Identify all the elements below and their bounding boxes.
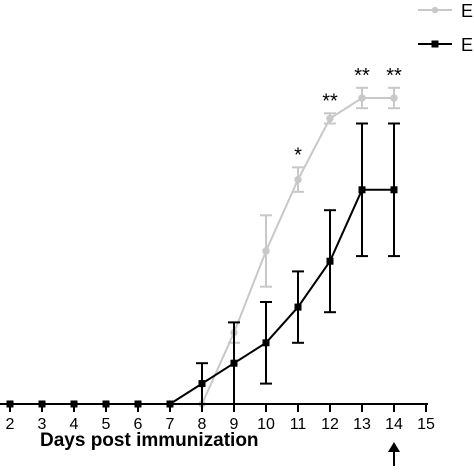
- data-point: [262, 247, 270, 255]
- x-tick-label: 9: [230, 416, 239, 433]
- x-tick-label: 10: [257, 416, 275, 433]
- x-tick-label: 12: [321, 416, 339, 433]
- data-point: [294, 175, 302, 184]
- data-point: [326, 114, 334, 123]
- x-axis-title: Days post immunization: [40, 430, 259, 451]
- data-point: [198, 380, 206, 388]
- significance-label: **: [322, 90, 338, 112]
- series-line: [10, 97, 394, 405]
- arrow-head: [388, 442, 400, 452]
- data-point: [358, 186, 366, 194]
- x-tick-label: 4: [70, 416, 79, 433]
- x-tick-label: 15: [417, 416, 435, 433]
- legend-label: E: [461, 1, 473, 21]
- x-tick-label: 5: [102, 416, 111, 433]
- x-tick-label: 13: [353, 416, 371, 433]
- data-point: [262, 339, 270, 347]
- data-point: [294, 303, 302, 311]
- x-tick-label: 14: [385, 416, 403, 433]
- legend-marker: [431, 40, 439, 48]
- significance-label: **: [386, 65, 402, 87]
- x-tick-label: 6: [134, 416, 143, 433]
- x-tick-label: 2: [6, 416, 15, 433]
- data-point: [390, 186, 398, 194]
- data-point: [326, 257, 334, 265]
- data-point: [390, 94, 398, 102]
- significance-label: *: [294, 144, 302, 166]
- data-point: [230, 359, 238, 367]
- significance-label: **: [354, 65, 370, 87]
- legend-label: E: [461, 35, 473, 55]
- x-tick-label: 3: [38, 416, 47, 433]
- x-tick-label: 8: [198, 416, 207, 433]
- data-point: [358, 94, 366, 102]
- legend-marker: [431, 6, 439, 14]
- x-tick-label: 11: [290, 416, 307, 433]
- x-tick-label: 7: [166, 416, 175, 433]
